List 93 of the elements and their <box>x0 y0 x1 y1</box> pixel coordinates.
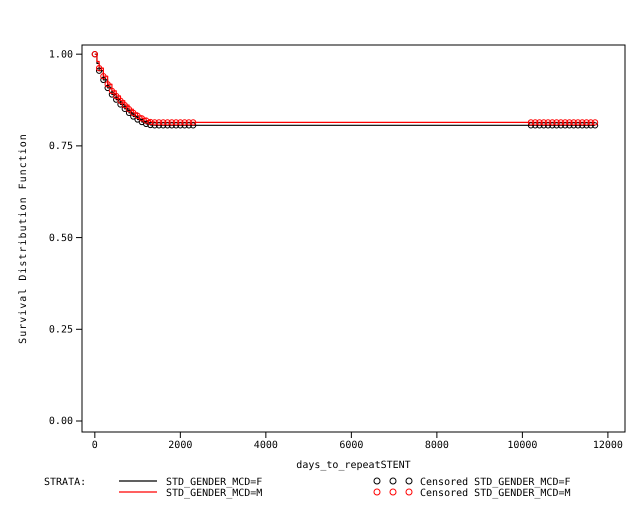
y-tick-label: 1.00 <box>48 49 73 60</box>
point <box>549 122 556 128</box>
y-axis-title: Survival Distribution Function <box>18 133 29 344</box>
y-tick-label: 0.50 <box>48 232 73 244</box>
point <box>536 122 543 128</box>
point <box>138 118 146 126</box>
legend-title: STRATA: <box>44 477 86 488</box>
point <box>532 122 538 128</box>
x-tick-label: 10000 <box>507 440 538 452</box>
point <box>562 119 568 126</box>
x-axis-title: days_to_repeatSTENT <box>296 460 411 471</box>
point <box>168 119 175 126</box>
point <box>142 117 150 124</box>
point <box>168 122 175 128</box>
y-tick-label: 0.25 <box>48 324 73 336</box>
point <box>147 118 154 126</box>
point <box>570 122 577 128</box>
point <box>156 119 162 126</box>
point <box>553 119 560 126</box>
point <box>113 92 120 100</box>
point <box>562 122 568 128</box>
point <box>574 122 582 128</box>
point <box>570 119 577 126</box>
point <box>172 122 180 128</box>
point <box>583 122 590 128</box>
point <box>566 122 573 128</box>
point <box>558 122 564 128</box>
point <box>160 122 166 128</box>
point <box>574 119 582 126</box>
point <box>186 122 192 128</box>
point <box>122 106 128 112</box>
point <box>164 119 171 126</box>
point <box>152 122 158 128</box>
point <box>583 119 590 126</box>
point <box>177 122 184 128</box>
point <box>566 119 573 126</box>
point <box>104 84 111 92</box>
legend-label: Censored STD_GENDER_MCD=M <box>420 488 571 499</box>
legend-label: STD_GENDER_MCD=F <box>166 477 262 488</box>
point <box>96 68 102 74</box>
point <box>540 122 547 128</box>
point <box>181 119 188 126</box>
x-tick-label: 8000 <box>424 440 449 452</box>
point <box>549 119 556 126</box>
legend-label: STD_GENDER_MCD=M <box>166 488 262 499</box>
point <box>544 122 552 128</box>
point <box>579 119 586 126</box>
point <box>126 110 132 116</box>
point <box>160 119 166 126</box>
y-tick-label: 0.00 <box>48 416 73 428</box>
point <box>134 112 141 119</box>
point <box>138 115 146 122</box>
point <box>532 119 538 126</box>
y-tick-label: 0.75 <box>48 141 73 152</box>
point <box>156 122 162 128</box>
point <box>130 113 136 120</box>
point <box>108 88 116 94</box>
point <box>96 64 102 72</box>
point <box>186 119 192 126</box>
x-tick-label: 0 <box>92 440 98 452</box>
point <box>100 76 107 83</box>
point <box>177 119 184 126</box>
legend-label: Censored STD_GENDER_MCD=F <box>420 477 571 488</box>
point <box>100 73 107 80</box>
point <box>164 122 171 128</box>
x-tick-label: 12000 <box>592 440 623 452</box>
point <box>558 119 564 126</box>
point <box>104 81 111 88</box>
point <box>528 119 534 126</box>
point <box>117 98 124 104</box>
point <box>108 91 116 98</box>
point <box>540 119 547 126</box>
x-tick-label: 4000 <box>254 440 278 452</box>
point <box>528 122 534 128</box>
point <box>142 120 150 128</box>
point <box>536 119 543 126</box>
point <box>579 122 586 128</box>
point <box>134 116 141 123</box>
point <box>117 101 124 108</box>
point <box>152 119 158 126</box>
point <box>147 122 154 128</box>
point <box>126 106 132 112</box>
point <box>190 122 196 128</box>
point <box>122 102 128 108</box>
point <box>544 119 552 126</box>
point <box>113 96 120 103</box>
point <box>553 122 560 128</box>
x-tick-label: 6000 <box>339 440 364 452</box>
x-tick-label: 2000 <box>168 440 192 452</box>
point <box>172 119 180 126</box>
point <box>181 122 188 128</box>
point <box>130 110 136 116</box>
point <box>190 119 196 126</box>
